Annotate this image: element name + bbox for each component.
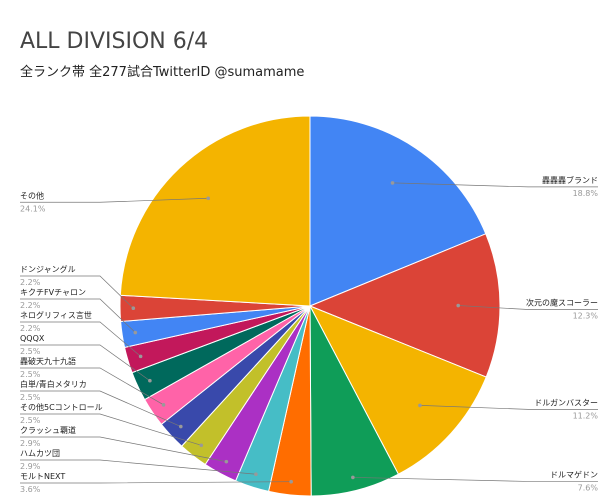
slice-value-label: 2.5% [20, 347, 41, 356]
leader-line [352, 477, 598, 482]
slice-value-label: 18.8% [573, 189, 599, 198]
leader-dot [199, 443, 204, 448]
leader-line [20, 436, 227, 462]
slice-value-label: 2.2% [20, 301, 41, 310]
leader-dot [131, 306, 136, 311]
slice-label: 次元の魔スコーラー [526, 298, 598, 308]
pie-slice [308, 233, 501, 378]
slice-label: QQQX [20, 334, 45, 343]
slice-value-label: 11.2% [573, 411, 599, 420]
leader-line [392, 182, 598, 188]
slice-label: ハムカツ団 [20, 449, 60, 458]
slice-value-label: 2.5% [20, 393, 41, 402]
leader-dot [456, 303, 460, 308]
slice-label: 轟破天九十九語 [20, 356, 76, 366]
leader-line [20, 367, 164, 406]
leader-dot [161, 403, 166, 407]
leader-line [20, 459, 256, 475]
slice-label: モルトNEXT [20, 472, 65, 481]
pie-slice [309, 115, 487, 307]
pie-slice [119, 115, 311, 307]
leader-line [458, 305, 598, 310]
slice-label: 白単/青白メタリカ [20, 379, 87, 389]
slice-value-label: 7.6% [578, 483, 599, 492]
slice-value-label: 2.9% [20, 462, 41, 471]
slice-label: ネログリフィス言世 [20, 310, 92, 320]
leader-line [20, 344, 151, 382]
leader-line [20, 481, 292, 484]
leader-dot [351, 475, 355, 480]
chart-subtitle: 全ランク帯 全277試合TwitterID @sumamame [20, 64, 304, 80]
leader-dot [390, 181, 395, 185]
leader-line [20, 413, 202, 446]
leader-dot [254, 472, 258, 477]
leader-dot [418, 403, 422, 408]
leader-dot [179, 424, 183, 429]
leader-line [20, 321, 141, 357]
slice-label: ドンジャングル [20, 264, 76, 274]
leader-line [20, 197, 209, 203]
leader-dot [224, 459, 229, 464]
leader-dot [289, 479, 293, 484]
slice-label: クラッシュ覇道 [20, 425, 76, 435]
slice-label: 轟轟轟ブランド [542, 175, 598, 185]
slice-value-label: 24.1% [20, 204, 46, 213]
slice-value-label: 2.5% [20, 370, 41, 379]
slice-value-label: 2.2% [20, 324, 41, 333]
pie-slice [308, 305, 487, 475]
slice-value-label: 2.9% [20, 439, 41, 448]
slice-value-label: 2.2% [20, 278, 41, 287]
slice-value-label: 3.6% [20, 485, 41, 494]
slice-label: その他 [20, 190, 44, 200]
slice-label: ドルマゲドン [550, 469, 598, 479]
leader-line [20, 390, 181, 427]
leader-dot [138, 354, 143, 359]
slice-label: キクチFVチャロン [20, 288, 86, 297]
leader-dot [148, 378, 152, 383]
chart-title: ALL DIVISION 6/4 [20, 29, 208, 54]
leader-line [20, 298, 136, 333]
slice-value-label: 2.5% [20, 416, 41, 425]
leader-line [419, 405, 598, 410]
slice-label: ドルガンバスター [534, 397, 598, 407]
leader-dot [133, 330, 138, 335]
slice-label: その他5Cコントロール [20, 402, 103, 412]
slice-value-label: 12.3% [573, 312, 599, 321]
leader-line [20, 275, 134, 309]
leader-dot [206, 196, 211, 201]
